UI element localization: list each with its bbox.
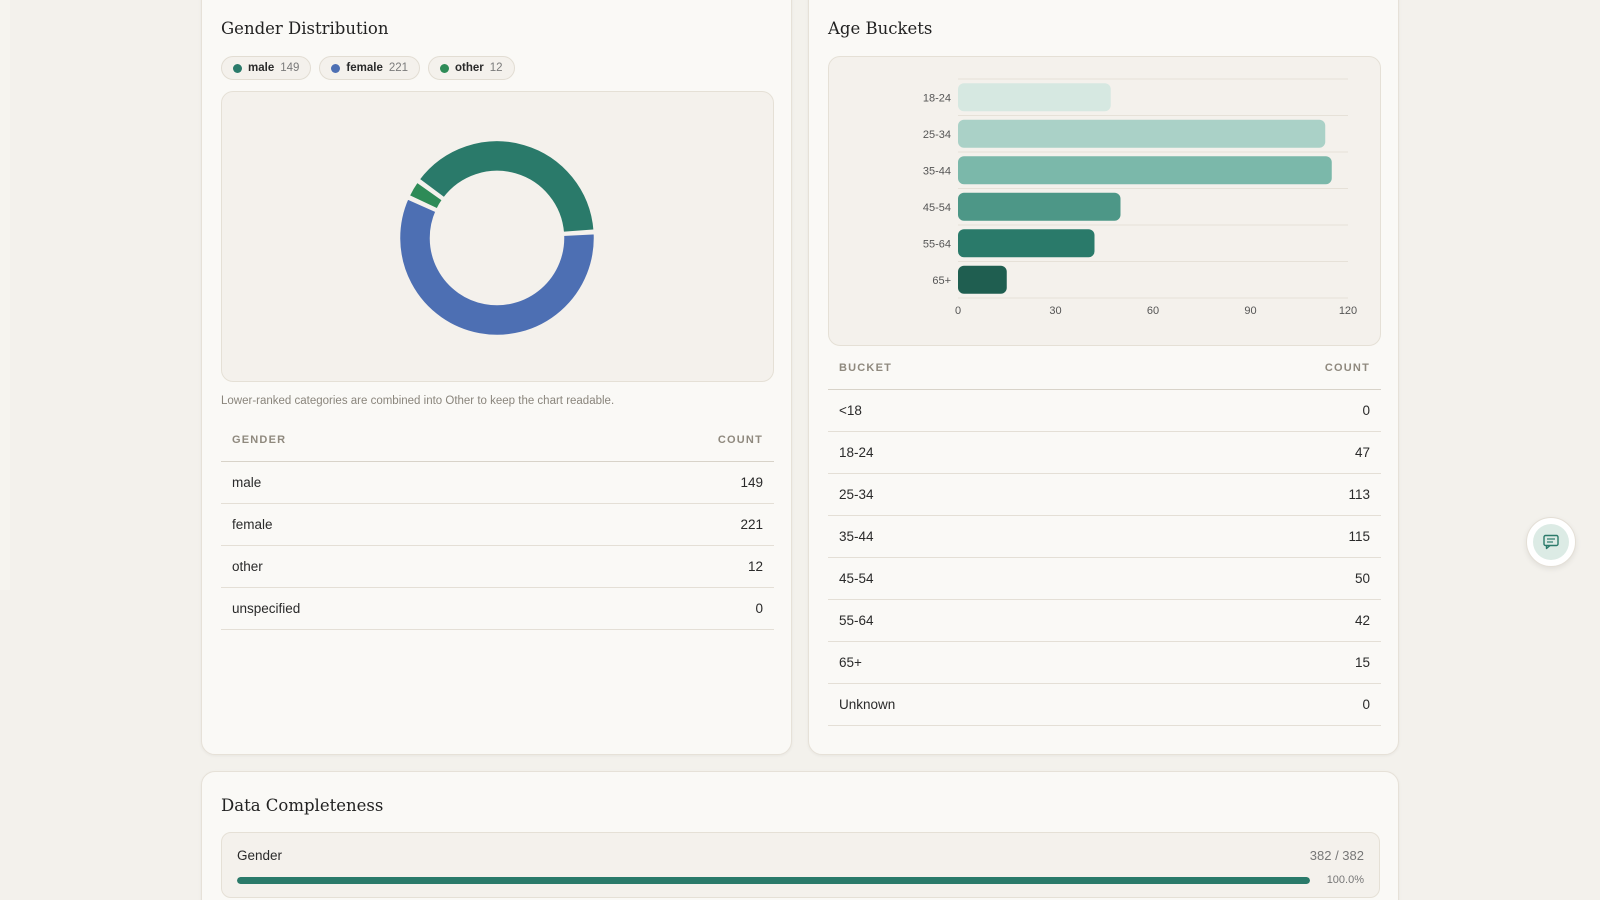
x-tick-label: 90 [1244, 305, 1256, 317]
cell-count: 149 [538, 461, 774, 504]
y-tick-label: 18-24 [923, 92, 951, 104]
legend-dot [331, 63, 341, 73]
legend-chip-other[interactable]: other 12 [428, 56, 515, 80]
donut-slice-female [397, 196, 597, 338]
x-tick-label: 60 [1147, 305, 1159, 317]
legend-count: 221 [388, 62, 409, 74]
column-header-count[interactable]: COUNT [1125, 347, 1381, 390]
column-header-gender[interactable]: GENDER [221, 419, 539, 462]
completeness-count: 382 / 382 [1309, 848, 1364, 863]
gender-card-title: Gender Distribution [221, 19, 389, 38]
bar-chart-container: 18-24 25-34 35-44 45-54 55-64 65+ 0 30 60 90 120 [828, 56, 1381, 346]
cell-label: unspecified [221, 587, 539, 630]
y-tick-label: 55-64 [923, 238, 951, 250]
cell-count: 15 [1125, 641, 1381, 684]
cell-label: 55-64 [828, 599, 1126, 642]
age-bar-chart: 18-24 25-34 35-44 45-54 55-64 65+ 0 30 60 90 120 [923, 78, 1357, 317]
cell-label: 35-44 [828, 515, 1126, 558]
data-completeness-card: Data Completeness Gender 382 / 382 100.0… [201, 771, 1399, 900]
cell-label: 25-34 [828, 473, 1126, 516]
age-table: BUCKET COUNT <18 0 18-24 47 25-34 113 35-44… [828, 347, 1381, 726]
table-row: 65+ 15 [828, 641, 1381, 684]
table-row: 18-24 47 [828, 431, 1381, 474]
column-header-count[interactable]: COUNT [538, 419, 774, 462]
bar-35-44 [958, 156, 1332, 185]
gender-distribution-card: Gender Distribution male 149 female 221 … [201, 0, 792, 755]
cell-count: 0 [1125, 683, 1381, 726]
table-row: female 221 [221, 503, 774, 546]
cell-count: 221 [538, 503, 774, 546]
cell-label: female [221, 503, 539, 546]
completeness-row: Gender 382 / 382 100.0% [221, 832, 1380, 898]
gender-legend: male 149 female 221 other 12 [221, 56, 515, 80]
completeness-progress-fill [237, 877, 1310, 884]
age-buckets-card: Age Buckets 18-24 25-34 35-44 45-54 55-64 65+… [808, 0, 1399, 755]
table-row: Unknown 0 [828, 683, 1381, 726]
table-row: 35-44 115 [828, 515, 1381, 558]
table-row: <18 0 [828, 389, 1381, 432]
side-strip [0, 0, 10, 590]
legend-label: female [346, 62, 383, 74]
table-header-row: GENDER COUNT [221, 419, 774, 462]
chat-button-inner [1533, 524, 1569, 560]
cell-label: male [221, 461, 539, 504]
cell-label: 18-24 [828, 431, 1126, 474]
x-tick-label: 120 [1339, 305, 1357, 317]
y-tick-label: 35-44 [923, 165, 951, 177]
legend-label: other [455, 62, 484, 74]
donut-slice-male [416, 138, 597, 235]
completeness-percent: 100.0% [1326, 874, 1364, 886]
chat-button[interactable] [1526, 517, 1576, 567]
donut-chart [397, 138, 597, 338]
bar-18-24 [958, 83, 1111, 112]
y-tick-label: 45-54 [923, 202, 951, 214]
y-tick-label: 65+ [932, 275, 951, 287]
table-row: 55-64 42 [828, 599, 1381, 642]
cell-count: 12 [538, 545, 774, 588]
column-header-bucket[interactable]: BUCKET [828, 347, 1126, 390]
table-row: 25-34 113 [828, 473, 1381, 516]
chat-icon [1543, 534, 1559, 550]
table-row: 45-54 50 [828, 557, 1381, 600]
cell-label: 65+ [828, 641, 1126, 684]
legend-count: 12 [489, 62, 503, 74]
table-row: other 12 [221, 545, 774, 588]
cell-count: 47 [1125, 431, 1381, 474]
completeness-label: Gender [237, 848, 283, 863]
legend-dot [440, 63, 450, 73]
legend-chip-female[interactable]: female 221 [319, 56, 421, 80]
legend-count: 149 [280, 62, 300, 74]
table-row: male 149 [221, 461, 774, 504]
completeness-card-title: Data Completeness [221, 796, 384, 815]
table-header-row: BUCKET COUNT [828, 347, 1381, 390]
bar-45-54 [958, 192, 1121, 221]
cell-label: other [221, 545, 539, 588]
cell-count: 115 [1125, 515, 1381, 558]
cell-label: 45-54 [828, 557, 1126, 600]
bar-25-34 [958, 119, 1326, 148]
cell-label: Unknown [828, 683, 1126, 726]
cell-count: 50 [1125, 557, 1381, 600]
x-tick-label: 0 [955, 305, 961, 317]
cell-count: 113 [1125, 473, 1381, 516]
donut-slice-other [406, 179, 445, 212]
bar-65+ [958, 265, 1007, 294]
age-card-title: Age Buckets [828, 19, 933, 38]
table-row: unspecified 0 [221, 587, 774, 630]
cell-count: 42 [1125, 599, 1381, 642]
cell-count: 0 [1125, 389, 1381, 432]
chart-note: Lower-ranked categories are combined int… [221, 395, 615, 407]
legend-dot [233, 63, 242, 73]
legend-chip-male[interactable]: male 149 [221, 56, 312, 80]
y-tick-label: 25-34 [923, 129, 951, 141]
completeness-progress-track [237, 877, 1310, 884]
x-tick-label: 30 [1049, 305, 1061, 317]
cell-count: 0 [538, 587, 774, 630]
bar-55-64 [958, 229, 1095, 258]
donut-chart-container [221, 91, 774, 382]
legend-label: male [248, 62, 275, 74]
gender-table: GENDER COUNT male 149 female 221 other 1… [221, 419, 774, 630]
cell-label: <18 [828, 389, 1126, 432]
